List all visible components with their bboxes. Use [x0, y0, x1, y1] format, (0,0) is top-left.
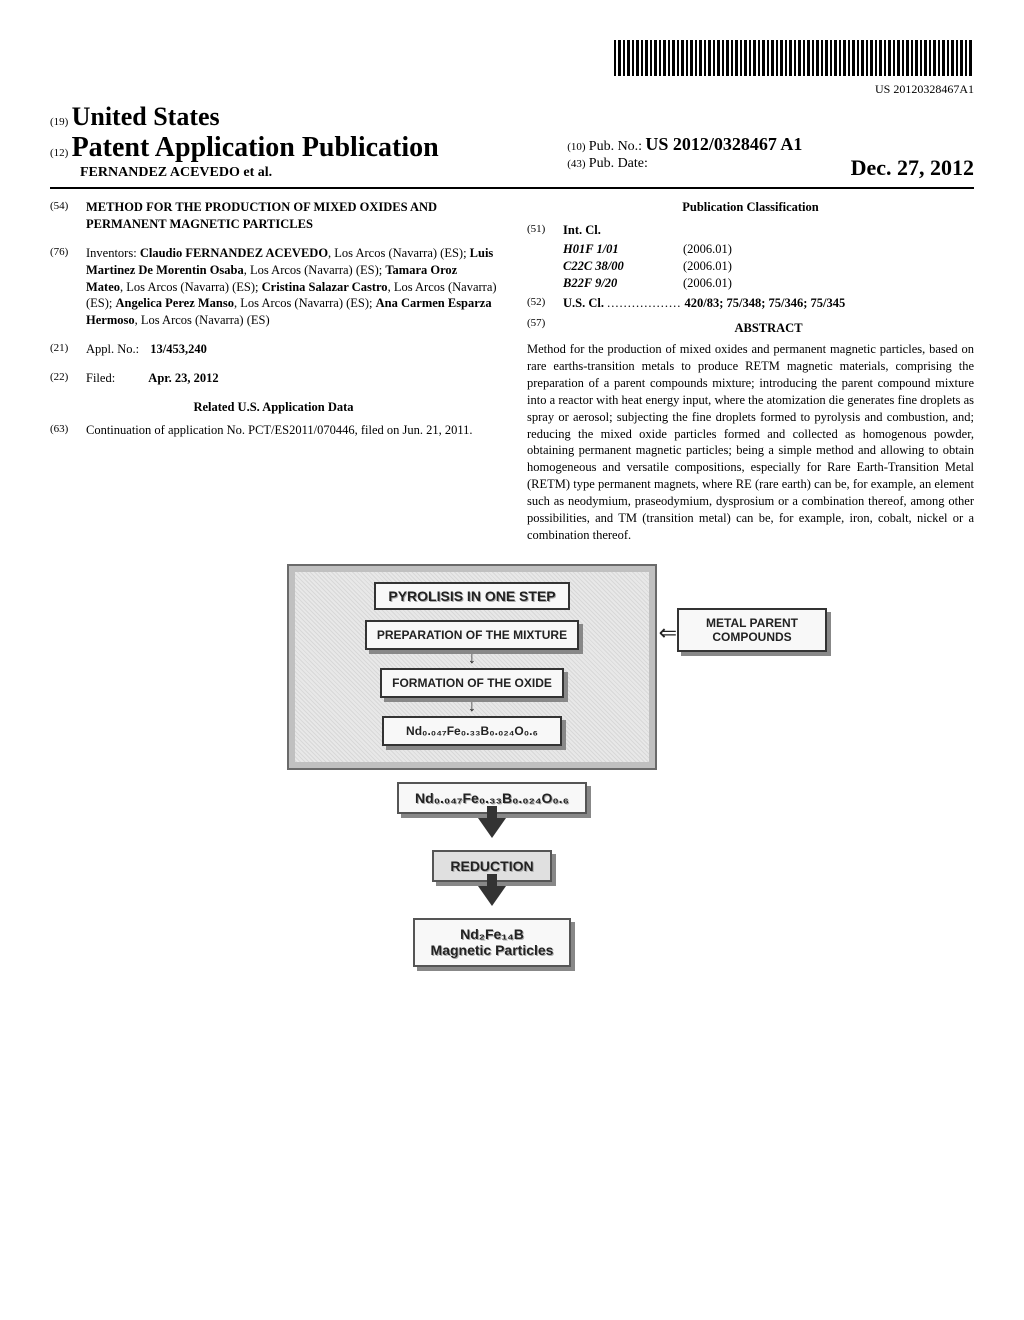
- n63: (63): [50, 422, 86, 439]
- barcode-region: US 20120328467A1: [50, 40, 974, 97]
- pubdate-label: Pub. Date:: [589, 156, 648, 171]
- invention-title: METHOD FOR THE PRODUCTION OF MIXED OXIDE…: [86, 199, 497, 233]
- box-formation: FORMATION OF THE OXIDE: [380, 668, 564, 698]
- intcl-code: C22C 38/00: [563, 258, 683, 275]
- arrow-icon: ↓: [305, 654, 639, 664]
- prefix-43: (43): [567, 158, 585, 170]
- inventors-label: Inventors:: [86, 246, 137, 260]
- arrow-icon: ↓: [305, 702, 639, 712]
- n21: (21): [50, 341, 86, 358]
- n57: (57): [527, 316, 563, 341]
- intcl-code: H01F 1/01: [563, 241, 683, 258]
- n76: (76): [50, 245, 86, 329]
- barcode: [614, 40, 974, 76]
- intcl-row: H01F 1/01(2006.01): [563, 241, 974, 258]
- n51: (51): [527, 222, 563, 239]
- header-right: (10) Pub. No.: US 2012/0328467 A1 (43) P…: [547, 134, 974, 181]
- intcl-row: C22C 38/00(2006.01): [563, 258, 974, 275]
- box-preparation: PREPARATION OF THE MIXTURE: [365, 620, 579, 650]
- prefix-19: (19): [50, 116, 68, 128]
- box-oxide-formula: Nd₀.₀₄₇Fe₀.₃₃B₀.₀₂₄O₀.₆: [382, 716, 562, 746]
- right-column: Publication Classification (51) Int. Cl.…: [527, 199, 974, 544]
- side-box-parent-compounds: METAL PARENT COMPOUNDS: [677, 608, 827, 652]
- uscl-codes: 420/83; 75/348; 75/346; 75/345: [684, 296, 845, 310]
- pyrolysis-panel: PYROLISIS IN ONE STEP PREPARATION OF THE…: [287, 564, 657, 770]
- panel-title: PYROLISIS IN ONE STEP: [374, 582, 569, 610]
- pubno-label: Pub. No.:: [589, 139, 642, 154]
- intcl-label: Int. Cl.: [563, 223, 601, 237]
- n22: (22): [50, 370, 86, 387]
- intcl-year: (2006.01): [683, 241, 732, 258]
- uscl-dots: ..................: [607, 296, 681, 310]
- header: (19) United States (12) Patent Applicati…: [50, 102, 974, 189]
- continuation-text: Continuation of application No. PCT/ES20…: [86, 422, 497, 439]
- intcl-table: H01F 1/01(2006.01)C22C 38/00(2006.01)B22…: [563, 241, 974, 292]
- diagram-area: PYROLISIS IN ONE STEP PREPARATION OF THE…: [50, 564, 974, 972]
- applicant-name: FERNANDEZ ACEVEDO et al.: [80, 165, 272, 180]
- filed-date: Apr. 23, 2012: [148, 371, 218, 385]
- side-arrow-icon: ⇐: [659, 620, 677, 646]
- related-data-title: Related U.S. Application Data: [50, 399, 497, 416]
- header-left: (19) United States (12) Patent Applicati…: [50, 102, 547, 181]
- intcl-row: B22F 9/20(2006.01): [563, 275, 974, 292]
- application-number: 13/453,240: [150, 342, 207, 356]
- intcl-year: (2006.01): [683, 275, 732, 292]
- final-box: Nd₂Fe₁₄B Magnetic Particles: [413, 918, 572, 968]
- uscl-label: U.S. Cl.: [563, 296, 604, 310]
- intcl-code: B22F 9/20: [563, 275, 683, 292]
- barcode-number: US 20120328467A1: [50, 82, 974, 97]
- lower-diagram: Nd₀.₀₄₇Fe₀.₃₃B₀.₀₂₄O₀.₆ REDUCTION Nd₂Fe₁…: [352, 770, 632, 972]
- country: United States: [72, 102, 220, 131]
- publication-date: Dec. 27, 2012: [851, 155, 974, 181]
- publication-number: US 2012/0328467 A1: [645, 134, 802, 154]
- publication-type: Patent Application Publication: [72, 132, 439, 163]
- intcl-year: (2006.01): [683, 258, 732, 275]
- prefix-12: (12): [50, 147, 68, 159]
- applno-label: Appl. No.:: [86, 342, 139, 356]
- biblio-columns: (54) METHOD FOR THE PRODUCTION OF MIXED …: [50, 199, 974, 544]
- inventors-list: Claudio FERNANDEZ ACEVEDO, Los Arcos (Na…: [86, 246, 497, 328]
- prefix-10: (10): [567, 141, 585, 153]
- pyrolysis-panel-wrap: PYROLISIS IN ONE STEP PREPARATION OF THE…: [287, 564, 657, 770]
- big-arrow-icon: [478, 818, 506, 838]
- final-formula: Nd₂Fe₁₄B: [431, 926, 554, 943]
- classification-title: Publication Classification: [527, 199, 974, 216]
- left-column: (54) METHOD FOR THE PRODUCTION OF MIXED …: [50, 199, 497, 544]
- final-label: Magnetic Particles: [431, 942, 554, 959]
- abstract-text: Method for the production of mixed oxide…: [527, 341, 974, 544]
- filed-label: Filed:: [86, 371, 115, 385]
- n54: (54): [50, 199, 86, 233]
- big-arrow-icon: [478, 886, 506, 906]
- abstract-title: ABSTRACT: [563, 320, 974, 337]
- n52: (52): [527, 295, 563, 312]
